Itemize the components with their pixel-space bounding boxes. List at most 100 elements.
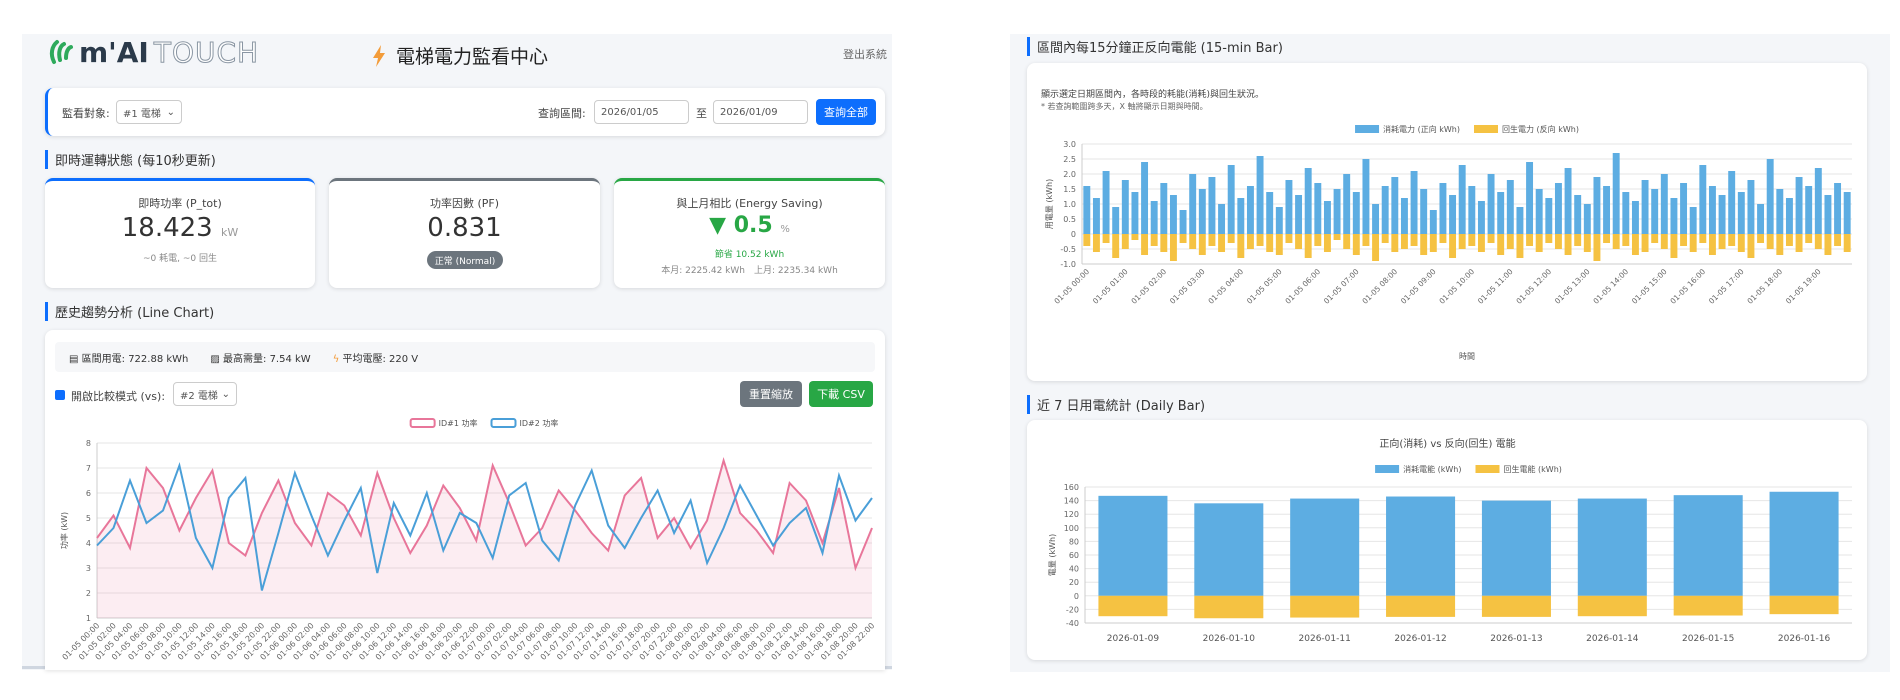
bar xyxy=(1323,201,1331,234)
y-tick-label: 1 xyxy=(86,614,91,623)
bar xyxy=(1420,189,1428,234)
bar xyxy=(1824,195,1832,234)
bar xyxy=(1680,234,1688,246)
bar xyxy=(1400,234,1408,249)
bar xyxy=(1535,234,1543,252)
legend-swatch xyxy=(409,418,436,428)
caret: ⌄ xyxy=(221,388,230,400)
y-tick-label: 3 xyxy=(86,564,91,573)
target-select[interactable]: #1 電梯 ⌄ xyxy=(116,100,182,124)
bar xyxy=(1795,234,1803,252)
bar xyxy=(1169,234,1177,261)
compare-label: 開啟比較模式 (vs): xyxy=(71,390,166,403)
y-tick-label: 0 xyxy=(1071,230,1076,239)
caret: ⌄ xyxy=(166,106,175,118)
logo-icon xyxy=(49,40,73,64)
bar xyxy=(1362,234,1370,246)
bar xyxy=(1266,234,1274,252)
x-tick-label: 01-05 07:00 xyxy=(1322,267,1361,306)
status-title: 即時運轉狀態 (每10秒更新) xyxy=(45,150,216,169)
bar xyxy=(1295,195,1303,234)
bar xyxy=(1769,491,1839,596)
bar xyxy=(1295,234,1303,249)
end-value: 2026/01/09 xyxy=(720,106,778,118)
bar xyxy=(1497,234,1505,255)
bar xyxy=(1131,192,1139,234)
bar xyxy=(1481,595,1551,617)
bar xyxy=(1160,234,1168,252)
target-label: 監看對象: xyxy=(62,107,110,120)
bar xyxy=(1497,192,1505,234)
bar xyxy=(1487,234,1495,243)
bar xyxy=(1121,180,1129,234)
x-tick-label: 01-05 16:00 xyxy=(1668,267,1707,306)
bar xyxy=(1814,168,1822,234)
bar xyxy=(1112,234,1120,258)
bar xyxy=(1603,186,1611,234)
stat-usage: ▤ 區間用電: 722.88 kWh xyxy=(69,353,189,365)
bar xyxy=(1246,186,1254,234)
bar xyxy=(1651,234,1659,243)
x-tick-label: 01-05 05:00 xyxy=(1245,267,1284,306)
bar xyxy=(1612,234,1620,249)
y-tick-label: 2.0 xyxy=(1063,170,1076,179)
bar xyxy=(1237,234,1245,258)
bar xyxy=(1689,234,1697,252)
bar xyxy=(1593,177,1601,234)
x-tick-label: 2026-01-09 xyxy=(1107,634,1160,644)
bar xyxy=(1769,595,1839,615)
bar xyxy=(1834,234,1842,246)
bar xyxy=(1218,204,1226,234)
y-tick-label: 2.5 xyxy=(1063,155,1076,164)
bar xyxy=(1429,234,1437,252)
bar xyxy=(1098,495,1168,596)
bar xyxy=(1121,234,1129,249)
bar xyxy=(1673,495,1743,596)
x-tick-label: 01-05 04:00 xyxy=(1206,267,1245,306)
bar xyxy=(1708,234,1716,255)
bar xyxy=(1285,180,1293,234)
bar xyxy=(1708,186,1716,234)
x-tick-label: 2026-01-10 xyxy=(1203,634,1256,644)
bar xyxy=(1275,234,1283,255)
download-button[interactable]: 下載 CSV xyxy=(809,381,873,407)
bar xyxy=(1577,498,1647,596)
bar xyxy=(1834,183,1842,234)
bar xyxy=(1516,234,1524,258)
x-tick-label: 01-05 02:00 xyxy=(1129,267,1168,306)
logout[interactable]: 登出系統 xyxy=(843,48,887,61)
bar xyxy=(1420,234,1428,255)
bar xyxy=(1198,189,1206,234)
x-axis-label: 時間 xyxy=(1459,352,1475,361)
bar xyxy=(1458,165,1466,234)
history-title: 歷史趨勢分析 (Line Chart) xyxy=(45,302,214,321)
x-tick-label: 2026-01-15 xyxy=(1682,634,1734,644)
bar xyxy=(1699,165,1707,234)
x-tick-label: 2026-01-13 xyxy=(1490,634,1542,644)
x-tick-label: 01-05 14:00 xyxy=(1591,267,1630,306)
bar xyxy=(1631,201,1639,234)
y-tick-label: 8 xyxy=(86,439,91,448)
control-bar: 監看對象: #1 電梯 ⌄ 查詢區間: 2026/01/05 至 2026/01/… xyxy=(45,88,885,136)
bar xyxy=(1526,162,1534,234)
bar xyxy=(1092,198,1100,234)
reset-button[interactable]: 重置縮放 xyxy=(740,381,802,407)
query-button[interactable]: 查詢全部 xyxy=(816,99,876,125)
bar xyxy=(1660,174,1668,234)
legend-label: 回生電力 (反向 kWh) xyxy=(1502,124,1579,134)
daily-chart: 正向(消耗) vs 反向(回生) 電能 -40 -20 0 20 40 60 80 100 120… xyxy=(1048,437,1852,644)
start-date[interactable]: 2026/01/05 xyxy=(594,100,689,124)
y-tick-label: 120 xyxy=(1064,510,1079,519)
y-tick-label: 3.0 xyxy=(1063,140,1076,149)
bar xyxy=(1256,234,1264,246)
end-date[interactable]: 2026/01/09 xyxy=(713,100,808,124)
bar xyxy=(1718,195,1726,234)
compare-select[interactable]: #2 電梯 ⌄ xyxy=(173,382,237,406)
card-value: 18.423 xyxy=(121,213,213,243)
bar xyxy=(1189,174,1197,234)
bar xyxy=(1112,207,1120,234)
x-tick-label: 01-05 08:00 xyxy=(1360,267,1399,306)
bar xyxy=(1673,595,1743,616)
logo-sub: TOUCH xyxy=(153,35,260,69)
compare-checkbox[interactable] xyxy=(55,390,65,400)
